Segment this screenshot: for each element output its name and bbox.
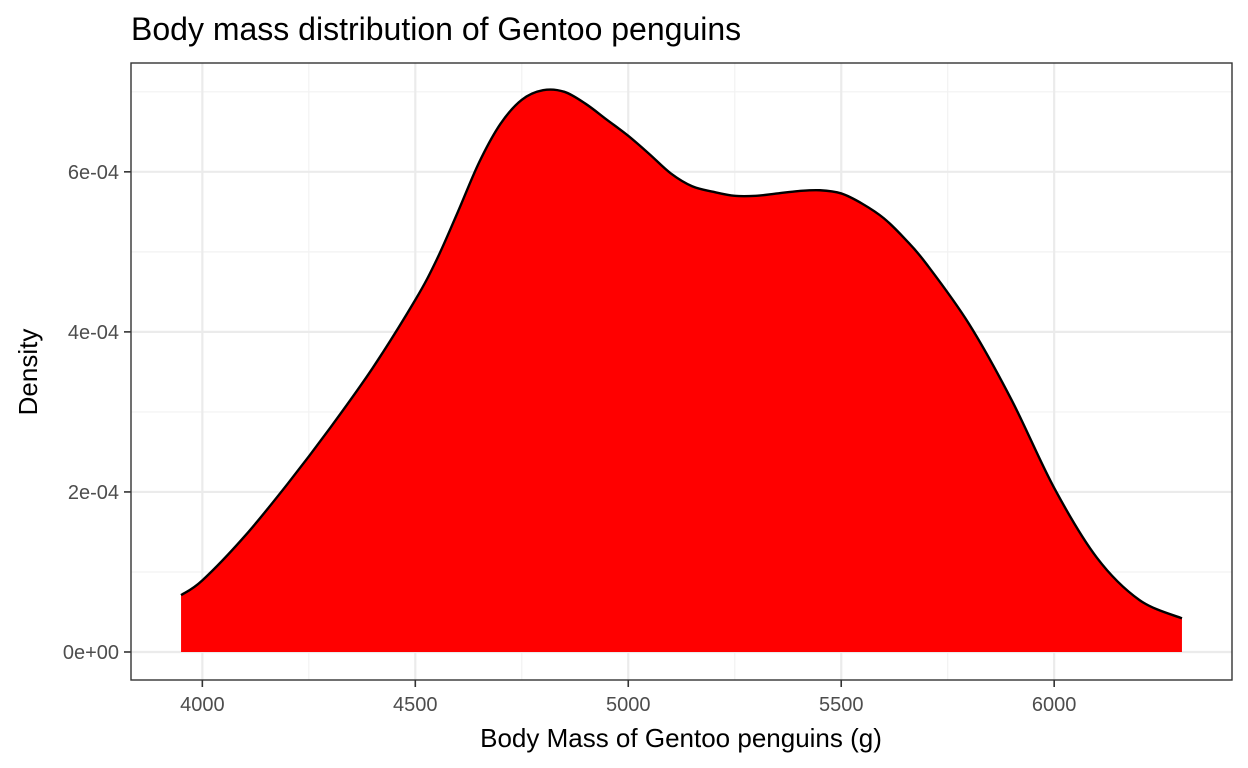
y-tick-label: 6e-04 <box>68 162 119 184</box>
x-tick-label: 5000 <box>606 694 651 716</box>
x-tick-label: 4000 <box>180 694 225 716</box>
x-tick-label: 4500 <box>393 694 438 716</box>
y-tick-label: 0e+00 <box>63 642 119 664</box>
x-tick-label: 5500 <box>819 694 864 716</box>
plot-panel <box>130 62 1233 681</box>
panel-border <box>130 62 1233 681</box>
y-tick-label: 2e-04 <box>68 482 119 504</box>
x-axis-title: Body Mass of Gentoo penguins (g) <box>480 723 882 753</box>
chart-title: Body mass distribution of Gentoo penguin… <box>131 11 741 47</box>
y-tick-label: 4e-04 <box>68 322 119 344</box>
y-axis-title: Density <box>13 329 43 416</box>
density-curve <box>180 88 1183 620</box>
density-area <box>181 89 1182 652</box>
x-tick-label: 6000 <box>1032 694 1077 716</box>
